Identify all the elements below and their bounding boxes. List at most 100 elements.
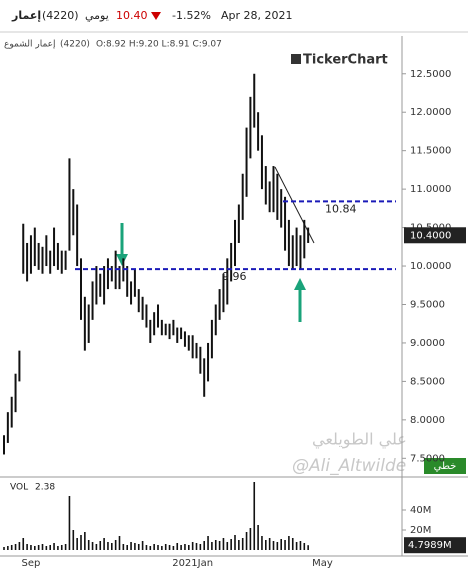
price-bar: [241, 173, 244, 220]
legend-name: إعمار الشموع: [4, 40, 56, 50]
volume-bar: [199, 544, 202, 550]
price-bar: [276, 173, 279, 220]
watermark: @Ali_Altwilde: [292, 456, 406, 476]
price-bar: [207, 342, 210, 382]
volume-bar: [111, 543, 113, 550]
volume-bar: [245, 532, 248, 550]
volume-bar: [7, 546, 9, 550]
y-tick-label: 12.0000: [410, 107, 451, 118]
volume-bar: [53, 543, 55, 550]
volume-bar: [45, 546, 48, 550]
stock-name: إعمار: [11, 9, 41, 22]
price-bar: [160, 319, 163, 336]
volume-bar: [172, 546, 175, 550]
volume-bar: [141, 541, 144, 550]
y-tick-label: 11.0000: [410, 184, 451, 195]
vol-indicator: 2.38: [35, 483, 55, 493]
volume-bar: [280, 539, 282, 550]
volume-bar: [107, 542, 109, 550]
price-bar: [299, 235, 302, 270]
price-bar: [249, 96, 252, 159]
price-bar: [29, 235, 32, 274]
period: يومي: [85, 9, 109, 22]
y-tick-label: 7.5000: [410, 453, 445, 464]
price-bar: [307, 227, 310, 243]
volume-bar: [249, 528, 252, 550]
price-bar: [137, 289, 140, 313]
volume-bar: [145, 545, 148, 550]
price-bar: [234, 219, 236, 267]
price-bar: [268, 181, 271, 213]
price-bar: [157, 304, 159, 328]
price-bar: [168, 323, 171, 340]
volume-bar: [184, 544, 186, 550]
price-bar: [295, 227, 298, 267]
volume-bar: [241, 538, 244, 550]
date: Apr 28, 2021: [221, 9, 293, 22]
stock-code: (4220): [42, 9, 79, 22]
last-volume-label: 4.7989M: [408, 540, 452, 551]
volume-bar: [268, 538, 271, 550]
volume-bar: [84, 532, 86, 550]
volume-bar: [211, 542, 213, 550]
volume-bar: [164, 544, 167, 550]
price-bar: [106, 258, 109, 290]
price-bar: [195, 342, 198, 359]
price-bar: [257, 112, 260, 151]
price-bar: [103, 266, 106, 305]
style-label[interactable]: خطي: [434, 461, 457, 472]
style-button[interactable]: [424, 458, 466, 474]
price-bar: [191, 335, 194, 359]
price-bar: [253, 73, 256, 128]
price-bar: [95, 266, 98, 305]
price-bar: [222, 273, 225, 313]
price-bar: [176, 327, 179, 343]
volume-bar: [180, 545, 182, 550]
price-bar: [272, 166, 275, 213]
volume-bar: [291, 538, 294, 550]
volume-bar: [87, 540, 90, 550]
price-bar: [218, 289, 221, 320]
price: 10.40: [116, 9, 148, 22]
price-bar: [64, 250, 67, 270]
volume-bar: [14, 544, 17, 550]
price-bar: [26, 242, 29, 282]
price-bar: [183, 331, 186, 347]
price-bar: [164, 323, 167, 336]
legend-ohlc: O:8.92 H:9.20 L:8.91 C:9.07: [96, 40, 222, 50]
price-bar: [260, 135, 263, 190]
price-bar: [199, 346, 202, 374]
volume-bar: [307, 545, 309, 550]
price-bar: [14, 373, 17, 413]
price-bar: [76, 204, 79, 267]
volume-bar: [26, 544, 28, 550]
price-bar: [41, 246, 44, 274]
price-bar: [172, 319, 175, 336]
price-bar: [3, 435, 5, 455]
price-bar: [303, 219, 306, 259]
price-bar: [130, 281, 133, 305]
vol-name: VOL: [10, 483, 28, 493]
change: -1.52%: [172, 9, 211, 22]
price-bar: [33, 227, 36, 267]
volume-bar: [261, 536, 263, 550]
volume-bar: [303, 543, 306, 550]
y-tick-label: 8.5000: [410, 376, 445, 387]
volume-bar: [218, 541, 221, 550]
level-label: 10.84: [325, 202, 357, 215]
y-tick-label: 8.0000: [410, 415, 445, 426]
volume-bar: [276, 542, 279, 550]
volume-bar: [272, 541, 275, 550]
price-bar: [118, 266, 121, 290]
volume-bar: [137, 544, 140, 550]
price-bar: [203, 358, 206, 397]
price-bar: [87, 304, 90, 343]
x-tick-label: Sep: [22, 558, 41, 569]
volume-bar: [76, 538, 78, 550]
volume-bar: [253, 482, 256, 550]
y-tick-label: 10.0000: [410, 261, 451, 272]
volume-bar: [49, 545, 51, 550]
price-bar: [210, 319, 213, 359]
volume-bar: [99, 541, 102, 550]
